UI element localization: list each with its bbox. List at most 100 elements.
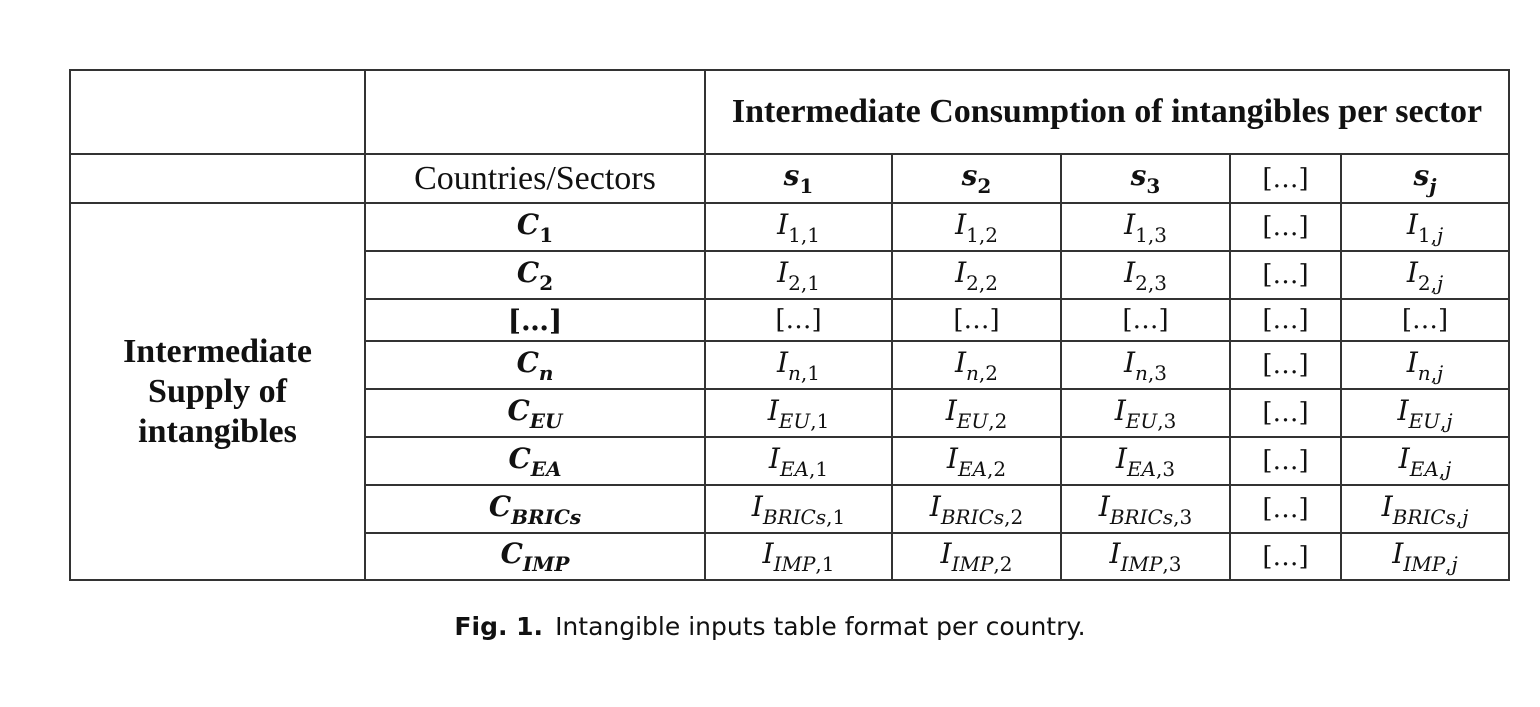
subscript-italic-tail: j (1462, 504, 1469, 529)
subscript-upright-part: 1, (1417, 222, 1437, 247)
symbol-main: C (507, 393, 530, 427)
symbol-subscript: BRICs,2 (941, 505, 1023, 529)
symbol-subscript: 2,3 (1135, 271, 1167, 295)
symbol-main: I (945, 393, 957, 427)
table-cell: […] (1229, 436, 1342, 486)
symbol-main: I (1109, 537, 1121, 570)
symbol-subscript: IMP,1 (774, 552, 835, 576)
table-cell: IEU,1 (704, 388, 893, 438)
ellipsis-text: […] (1262, 541, 1309, 572)
symbol-subscript: EU,1 (779, 409, 830, 433)
ellipsis-text: […] (1262, 446, 1309, 476)
subscript-italic-part: EA (957, 456, 987, 481)
subscript-italic-part: BRICs (940, 504, 1005, 529)
table-cell: IEU,2 (891, 388, 1062, 438)
subscript-upright-part: ,2 (993, 552, 1013, 576)
table-cell: IBRICs,3 (1060, 484, 1231, 534)
symbol-main: I (768, 441, 780, 475)
symbol-main: I (1406, 345, 1418, 379)
empty-header-cell (364, 69, 706, 155)
subscript-italic-tail: j (1436, 270, 1444, 295)
row-label-ellipsis: […] (364, 298, 706, 342)
empty-side-header-cell (69, 153, 366, 204)
subscript-italic-part: IMP (773, 552, 816, 576)
symbol-subscript: EU,j (1409, 409, 1453, 433)
table-cell: IEA,2 (891, 436, 1062, 486)
table-title: Intermediate Consumption of intangibles … (704, 69, 1510, 155)
intangible-inputs-table: Intermediate Consumption of intangibles … (69, 69, 1510, 581)
symbol-main: I (940, 537, 952, 570)
empty-corner-cell (69, 69, 366, 155)
ellipsis-text: […] (953, 305, 1000, 335)
table-cell: I1,j (1340, 202, 1510, 252)
symbol-subscript: IMP,3 (1121, 552, 1182, 576)
symbol-main: I (777, 207, 789, 241)
subscript-italic-part: EA (1409, 456, 1439, 481)
ellipsis-text: […] (1262, 398, 1309, 428)
symbol-subscript: EU (529, 408, 563, 433)
symbol-main: I (777, 255, 789, 289)
symbol-main: C (516, 255, 540, 289)
subscript-upright-part: , (1445, 552, 1452, 576)
symbol-main: I (1124, 255, 1136, 289)
symbol-subscript: 2 (977, 174, 992, 198)
subscript-italic-tail: j (1437, 360, 1444, 385)
table-row: CIMP IIMP,1 IIMP,2 IIMP,3 […] IIMP,j (70, 532, 1510, 581)
symbol-main: I (1123, 345, 1136, 379)
symbol-main: I (767, 393, 779, 427)
ellipsis-text: […] (1262, 212, 1309, 242)
symbol-main: I (954, 345, 967, 379)
subscript-italic-part: EU (956, 408, 989, 433)
symbol-subscript: BRICs,3 (1110, 505, 1192, 529)
subscript-italic-part: EU (1125, 408, 1158, 433)
subscript-upright-part: ,2 (988, 408, 1008, 433)
subscript-upright-part: ,1 (809, 456, 829, 481)
symbol-subscript: 1,3 (1135, 223, 1167, 247)
symbol-subscript: n,3 (1135, 361, 1167, 385)
table-cell: […] (1229, 532, 1342, 581)
symbol-main: s (1130, 159, 1147, 192)
table-cell: IBRICs,2 (891, 484, 1062, 534)
table-cell: […] (1060, 298, 1231, 342)
table-cell: IBRICs,j (1340, 484, 1510, 534)
table-cell: IEA,3 (1060, 436, 1231, 486)
subscript-italic-part: n (788, 360, 801, 385)
subscript-upright-part: ,3 (1162, 552, 1182, 576)
title-row: Intermediate Consumption of intangibles … (69, 69, 1510, 155)
ellipsis-text: […] (1122, 305, 1169, 335)
symbol-subscript: BRICs (511, 504, 582, 529)
symbol-main: I (955, 207, 967, 241)
symbol-subscript: EU,2 (957, 409, 1008, 433)
side-label-intermediate-supply: Intermediate Supply of intangibles (69, 202, 366, 581)
table-cell: IIMP,1 (704, 532, 893, 581)
table-cell: […] (1229, 202, 1342, 252)
symbol-main: I (1397, 393, 1409, 427)
caption-text: Intangible inputs table format per count… (555, 612, 1086, 641)
table-cell: IIMP,3 (1060, 532, 1231, 581)
symbol-subscript: BRICs,j (1393, 505, 1469, 529)
table-row: […] […] […] […] […] […] (70, 298, 1510, 342)
column-header-row: Countries/Sectors s1 s2 s3 […] sj (69, 153, 1510, 204)
table-row: CEU IEU,1 IEU,2 IEU,3 […] IEU,j (70, 388, 1510, 438)
symbol-main: I (946, 441, 958, 475)
ellipsis-text: […] (1262, 260, 1309, 290)
table-row: Cn In,1 In,2 In,3 […] In,j (70, 340, 1510, 390)
subscript-upright-part: , (1430, 360, 1438, 385)
subscript-italic-tail: j (1445, 456, 1452, 481)
symbol-subscript: n,j (1418, 361, 1443, 385)
subscript-upright-part: 2,1 (788, 270, 820, 295)
table-cell: I1,3 (1060, 202, 1231, 252)
symbol-main: I (1392, 537, 1404, 570)
table-cell: I1,2 (891, 202, 1062, 252)
table-cell: IEA,1 (704, 436, 893, 486)
symbol-subscript: 1 (799, 174, 814, 198)
symbol-main: C (516, 345, 539, 379)
subscript-italic-part: IMP (1120, 552, 1163, 576)
subscript-italic-part: n (1135, 360, 1148, 385)
subscript-upright-part: , (1455, 504, 1463, 529)
symbol-subscript: 2,1 (788, 271, 820, 295)
symbol-subscript: IMP,2 (952, 552, 1013, 576)
table-cell: IEU,j (1340, 388, 1510, 438)
subscript-upright-part: ,1 (815, 552, 835, 576)
symbol-subscript: IMP (522, 552, 570, 576)
